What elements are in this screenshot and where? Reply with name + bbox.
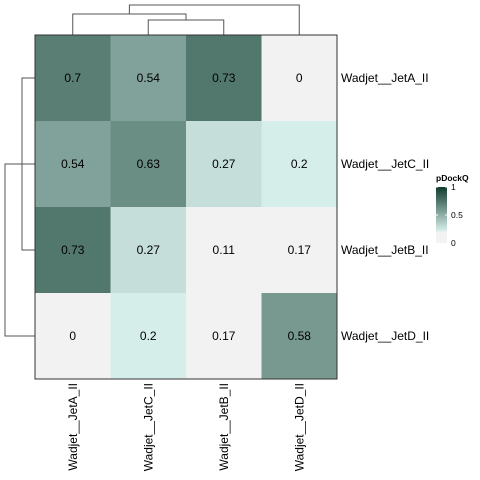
heatmap-cell-r3-c1 [110,293,186,379]
cell-value-label: 0 [296,71,303,85]
column-label: Wadjet__JetA_II [66,383,80,471]
heatmap-cell-r2-c3 [261,207,337,293]
row-label: Wadjet__JetC_II [341,157,429,171]
row-dendrogram-branch [4,163,35,337]
heatmap-cell-r0-c3 [261,35,337,121]
cell-value-label: 0.73 [61,243,85,257]
heatmap-cell-r1-c2 [186,121,262,207]
column-dendrogram [72,4,300,35]
row-label: Wadjet__JetB_II [341,243,429,257]
legend-color-bar [436,187,447,243]
column-label: Wadjet__JetB_II [217,383,231,471]
cell-value-label: 0.17 [212,329,236,343]
heatmap-cell-r0-c1 [110,35,186,121]
row-label: Wadjet__JetD_II [341,329,429,343]
heatmap-cell-r3-c2 [186,293,262,379]
cell-value-label: 0.54 [137,71,161,85]
cell-value-label: 0.27 [137,243,161,257]
cell-value-label: 0.54 [61,157,85,171]
cell-value-label: 0 [69,329,76,343]
cell-value-label: 0.17 [288,243,312,257]
column-dendrogram-branch [128,4,300,35]
color-legend: pDockQ 00.51 [436,173,469,248]
heatmap-cell-r2-c0 [35,207,111,293]
cell-value-label: 0.11 [213,243,236,257]
row-labels: Wadjet__JetA_II Wadjet__JetC_II Wadjet__Je… [341,71,429,343]
cell-value-label: 0.63 [137,157,161,171]
legend-tick-label: 0.5 [451,210,463,220]
column-labels: Wadjet__JetA_II Wadjet__JetC_II Wadjet__Je… [66,383,307,471]
row-label: Wadjet__JetA_II [341,71,429,85]
heatmap-border [34,34,338,380]
heatmap-cell-r0-c0 [35,35,111,121]
heatmap-cell-r1-c1 [110,121,186,207]
cell-value-label: 0.73 [212,71,236,85]
cell-value-label: 0.27 [212,157,236,171]
legend-tick-label: 1 [451,182,456,192]
heatmap-cell-r3-c3 [261,293,337,379]
heatmap-cell-r1-c0 [35,121,111,207]
heatmap-cell-r2-c2 [186,207,262,293]
column-label: Wadjet__JetD_II [292,383,306,471]
cell-value-label: 0.2 [291,157,308,171]
legend-title: pDockQ [436,173,469,183]
heatmap-cells: 0.7 0.54 0.73 0 0.54 0.63 0.27 0.2 0.73 0.27 0.11 0… [35,35,337,379]
column-dendrogram-branch [72,13,187,35]
legend-tick-label: 0 [451,238,456,248]
row-dendrogram [4,77,35,337]
cell-value-label: 0.2 [140,329,157,343]
heatmap-cell-r1-c3 [261,121,337,207]
cell-value-label: 0.58 [288,329,312,343]
heatmap-cell-r3-c0 [35,293,111,379]
cell-value-label: 0.7 [64,71,81,85]
column-dendrogram-branch [147,19,225,27]
heatmap-cell-r2-c1 [110,207,186,293]
heatmap-cell-r0-c2 [186,35,262,121]
legend-ticks: 00.51 [436,182,463,248]
column-label: Wadjet__JetC_II [141,383,155,471]
